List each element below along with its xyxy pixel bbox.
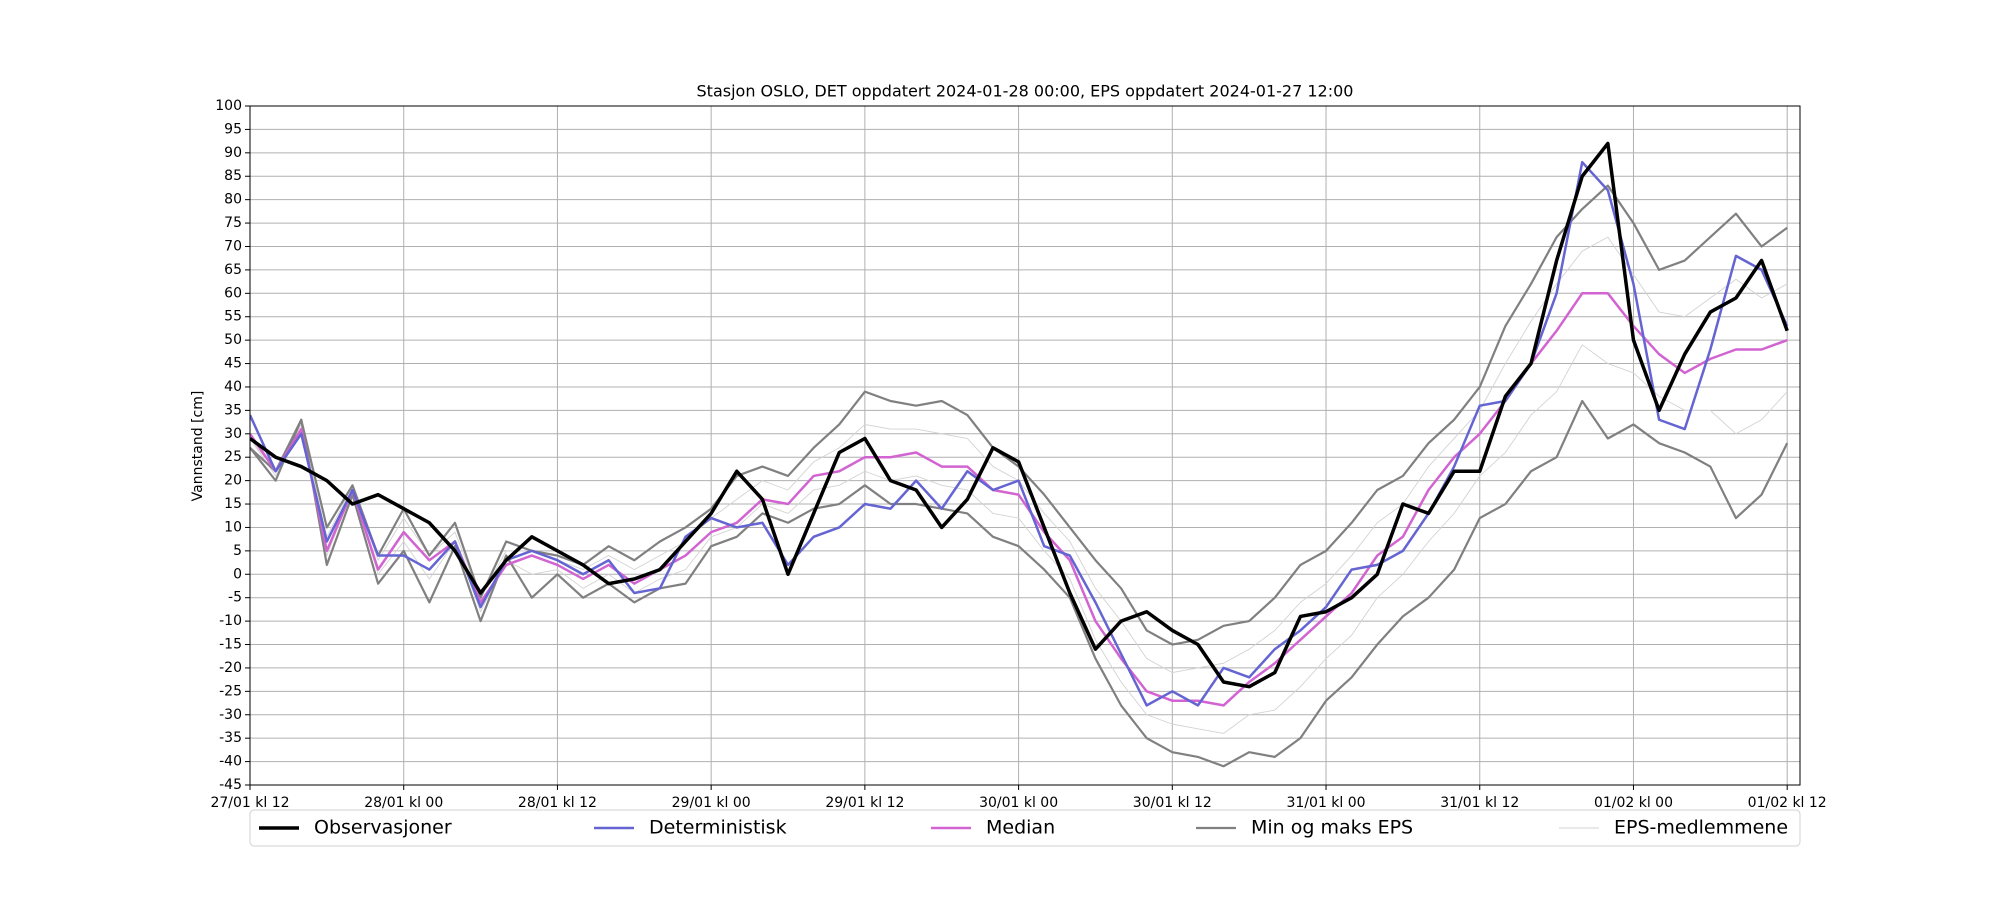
- y-tick-label: 5: [233, 543, 242, 559]
- x-tick-label: 29/01 kl 00: [672, 795, 751, 811]
- y-tick-label: -15: [219, 637, 242, 653]
- y-tick-label: 15: [224, 496, 242, 512]
- y-tick-label: 0: [233, 566, 242, 582]
- x-tick-label: 31/01 kl 00: [1287, 795, 1366, 811]
- series-line: [250, 141, 1789, 689]
- y-axis-label: Vannstand [cm]: [190, 391, 206, 502]
- legend-label: Median: [986, 817, 1055, 839]
- x-tick-label: 01/02 kl 12: [1748, 795, 1827, 811]
- y-tick-label: 25: [224, 449, 242, 465]
- x-tick-label: 01/02 kl 00: [1594, 795, 1673, 811]
- legend-box: [249, 809, 1801, 847]
- x-tick-label: 31/01 kl 12: [1440, 795, 1519, 811]
- y-tick-label: 75: [224, 215, 242, 231]
- y-tick-label: 90: [224, 145, 242, 161]
- y-tick-label: 65: [224, 262, 242, 278]
- y-tick-label: 100: [215, 98, 242, 114]
- y-tick-label: -10: [219, 613, 242, 629]
- legend-label: EPS-medlemmene: [1614, 817, 1788, 839]
- x-tick-label: 30/01 kl 12: [1133, 795, 1212, 811]
- x-tick-label: 28/01 kl 12: [518, 795, 597, 811]
- y-tick-label: -35: [219, 730, 242, 746]
- min-line: [250, 399, 1789, 768]
- y-tick-label: 10: [224, 519, 242, 535]
- x-tick-label: 29/01 kl 12: [825, 795, 904, 811]
- legend-label: Min og maks EPS: [1251, 817, 1413, 839]
- plot-frame: [249, 105, 1801, 786]
- grid: [249, 105, 1800, 786]
- x-tick-label: 27/01 kl 12: [210, 795, 289, 811]
- y-tick-label: 85: [224, 168, 242, 184]
- y-tick-label: 50: [224, 332, 242, 348]
- legend-label: Observasjoner: [314, 817, 452, 839]
- y-tick-label: 55: [224, 309, 242, 325]
- y-tick-label: -30: [219, 707, 242, 723]
- y-tick-label: -20: [219, 660, 242, 676]
- y-tick-label: 40: [224, 379, 242, 395]
- x-tick-label: 30/01 kl 00: [979, 795, 1058, 811]
- y-tick-label: -5: [228, 590, 242, 606]
- y-tick-label: 20: [224, 473, 242, 489]
- chart-title: Stasjon OSLO, DET oppdatert 2024-01-28 0…: [697, 82, 1354, 101]
- y-tick-label: -45: [219, 777, 242, 793]
- y-tick-label: 70: [224, 238, 242, 254]
- y-tick-label: 30: [224, 426, 242, 442]
- y-tick-label: 35: [224, 402, 242, 418]
- x-tick-label: 28/01 kl 00: [364, 795, 443, 811]
- legend: Observasjoner Deterministisk Median Min og …: [249, 809, 1801, 847]
- y-tick-label: 60: [224, 285, 242, 301]
- y-tick-label: 45: [224, 356, 242, 372]
- y-tick-label: -25: [219, 683, 242, 699]
- y-tick-label: -40: [219, 754, 242, 770]
- lines: [250, 141, 1789, 768]
- legend-label: Deterministisk: [649, 817, 787, 839]
- y-tick-label: 95: [224, 121, 242, 137]
- y-tick-label: 80: [224, 192, 242, 208]
